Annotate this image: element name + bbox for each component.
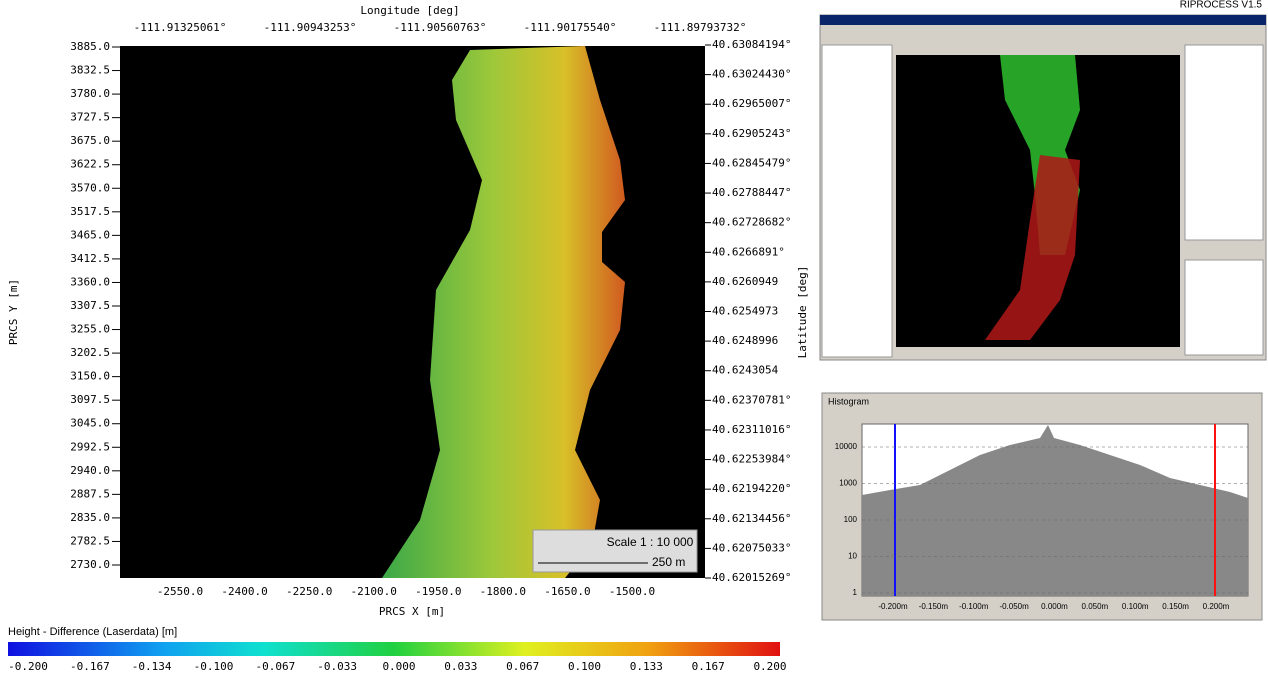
right-tick-label: 40.6266891°: [712, 245, 785, 258]
product-label: RIPROCESS V1.5: [1180, 0, 1263, 11]
right-tick-label: 40.62015269°: [712, 571, 791, 584]
left-tick-label: 2887.5: [70, 487, 110, 500]
colorbar-tick-label: 0.200: [753, 660, 786, 673]
colorbar-tick-label: 0.033: [444, 660, 477, 673]
right-tick-label: 40.62311016°: [712, 423, 791, 436]
hist-x-tick-label: 0.200m: [1203, 602, 1230, 611]
left-tick-label: 3570.0: [70, 181, 110, 194]
left-tick-label: 3360.0: [70, 275, 110, 288]
colorbar-tick-label: -0.200: [8, 660, 48, 673]
right-axis-title: Latitude [deg]: [796, 266, 809, 359]
hist-x-tick-label: 0.150m: [1162, 602, 1189, 611]
hist-x-tick-label: 0.000m: [1041, 602, 1068, 611]
hist-y-tick-label: 10: [848, 552, 857, 561]
right-tick-label: 40.62905243°: [712, 127, 791, 140]
colorbar-tick-label: -0.134: [132, 660, 172, 673]
left-tick-label: 3780.0: [70, 87, 110, 100]
hist-y-tick-label: 100: [844, 515, 858, 524]
colorbar-tick-label: -0.033: [317, 660, 357, 673]
right-tick-label: 40.6248996: [712, 334, 778, 347]
left-tick-label: 3885.0: [70, 40, 110, 53]
left-tick-label: 3675.0: [70, 134, 110, 147]
colorbar-tick-label: -0.067: [255, 660, 295, 673]
left-tick-label: 3832.5: [70, 64, 110, 77]
bottom-axis-title: PRCS X [m]: [379, 605, 445, 618]
colorbar-tick-label: -0.167: [70, 660, 110, 673]
left-tick-label: 3307.5: [70, 299, 110, 312]
right-tick-label: 40.62965007°: [712, 97, 791, 110]
canvas: RIPROCESS V1.5 Scale 1 : 10 000 250 m Lo…: [0, 0, 1268, 677]
bottom-tick-label: -2100.0: [351, 585, 397, 598]
colorbar-tick-label: 0.133: [630, 660, 663, 673]
hist-y-tick-label: 1: [853, 588, 858, 597]
left-tick-label: 3465.0: [70, 228, 110, 241]
right-tick-label: 40.62845479°: [712, 156, 791, 169]
left-tick-label: 2992.5: [70, 440, 110, 453]
top-tick-label: -111.90175540°: [524, 21, 617, 34]
left-tick-label: 3412.5: [70, 252, 110, 265]
histogram-title: Histogram: [828, 396, 869, 406]
app-window: [820, 15, 1266, 360]
colorbar-tick-label: -0.100: [194, 660, 234, 673]
top-tick-label: -111.90943253°: [264, 21, 357, 34]
scale-text: Scale 1 : 10 000: [607, 535, 694, 549]
colorbar-title: Height - Difference (Laserdata) [m]: [8, 626, 177, 638]
bottom-tick-label: -2550.0: [157, 585, 203, 598]
right-tick-label: 40.6243054: [712, 364, 779, 377]
left-tick-label: 3517.5: [70, 205, 110, 218]
hist-y-tick-label: 10000: [835, 442, 858, 451]
left-tick-label: 3727.5: [70, 111, 110, 124]
right-tick-label: 40.62075033°: [712, 541, 791, 554]
bottom-tick-label: -1950.0: [415, 585, 461, 598]
bottom-tick-label: -1800.0: [480, 585, 526, 598]
hist-y-tick-label: 1000: [839, 479, 857, 488]
left-tick-label: 3150.0: [70, 370, 110, 383]
bottom-tick-label: -1500.0: [609, 585, 655, 598]
right-tick-label: 40.62194220°: [712, 482, 791, 495]
top-axis-title: Longitude [deg]: [360, 4, 459, 17]
left-tick-label: 2940.0: [70, 464, 110, 477]
right-tick-label: 40.62134456°: [712, 512, 791, 525]
left-tick-label: 2835.0: [70, 511, 110, 524]
left-axis-title: PRCS Y [m]: [7, 279, 20, 345]
right-tick-label: 40.63084194°: [712, 38, 791, 51]
right-tick-label: 40.62253984°: [712, 453, 791, 466]
top-tick-label: -111.90560763°: [394, 21, 487, 34]
colorbar-tick-label: 0.067: [506, 660, 539, 673]
colorbar-tick-label: 0.100: [568, 660, 601, 673]
hist-x-tick-label: -0.100m: [959, 602, 989, 611]
hist-x-tick-label: -0.050m: [999, 602, 1029, 611]
right-tick-label: 40.6260949: [712, 275, 778, 288]
hist-x-tick-label: 0.050m: [1082, 602, 1109, 611]
right-tick-label: 40.63024430°: [712, 68, 791, 81]
colorbar-tick-label: 0.000: [382, 660, 415, 673]
scale-length: 250 m: [652, 555, 685, 569]
left-tick-label: 3202.5: [70, 346, 110, 359]
top-tick-label: -111.89793732°: [654, 21, 747, 34]
screenshot: RIPROCESS V1.5 Scale 1 : 10 000 250 m Lo…: [0, 0, 1268, 677]
right-tick-label: 40.62728682°: [712, 216, 791, 229]
bottom-tick-label: -2250.0: [286, 585, 332, 598]
colorbar-tick-label: 0.167: [692, 660, 725, 673]
left-tick-label: 2730.0: [70, 558, 110, 571]
bottom-tick-label: -2400.0: [221, 585, 267, 598]
bottom-tick-label: -1650.0: [544, 585, 590, 598]
hist-x-tick-label: -0.150m: [919, 602, 949, 611]
right-tick-label: 40.6254973: [712, 305, 778, 318]
left-tick-label: 3097.5: [70, 393, 110, 406]
right-tick-label: 40.62788447°: [712, 186, 791, 199]
left-tick-label: 3255.0: [70, 323, 110, 336]
hist-x-tick-label: 0.100m: [1122, 602, 1149, 611]
colorbar: [8, 642, 780, 656]
left-tick-label: 3622.5: [70, 158, 110, 171]
hist-x-tick-label: -0.200m: [878, 602, 908, 611]
left-tick-label: 2782.5: [70, 534, 110, 547]
right-tick-label: 40.62370781°: [712, 393, 791, 406]
left-tick-label: 3045.0: [70, 417, 110, 430]
top-tick-label: -111.91325061°: [134, 21, 227, 34]
